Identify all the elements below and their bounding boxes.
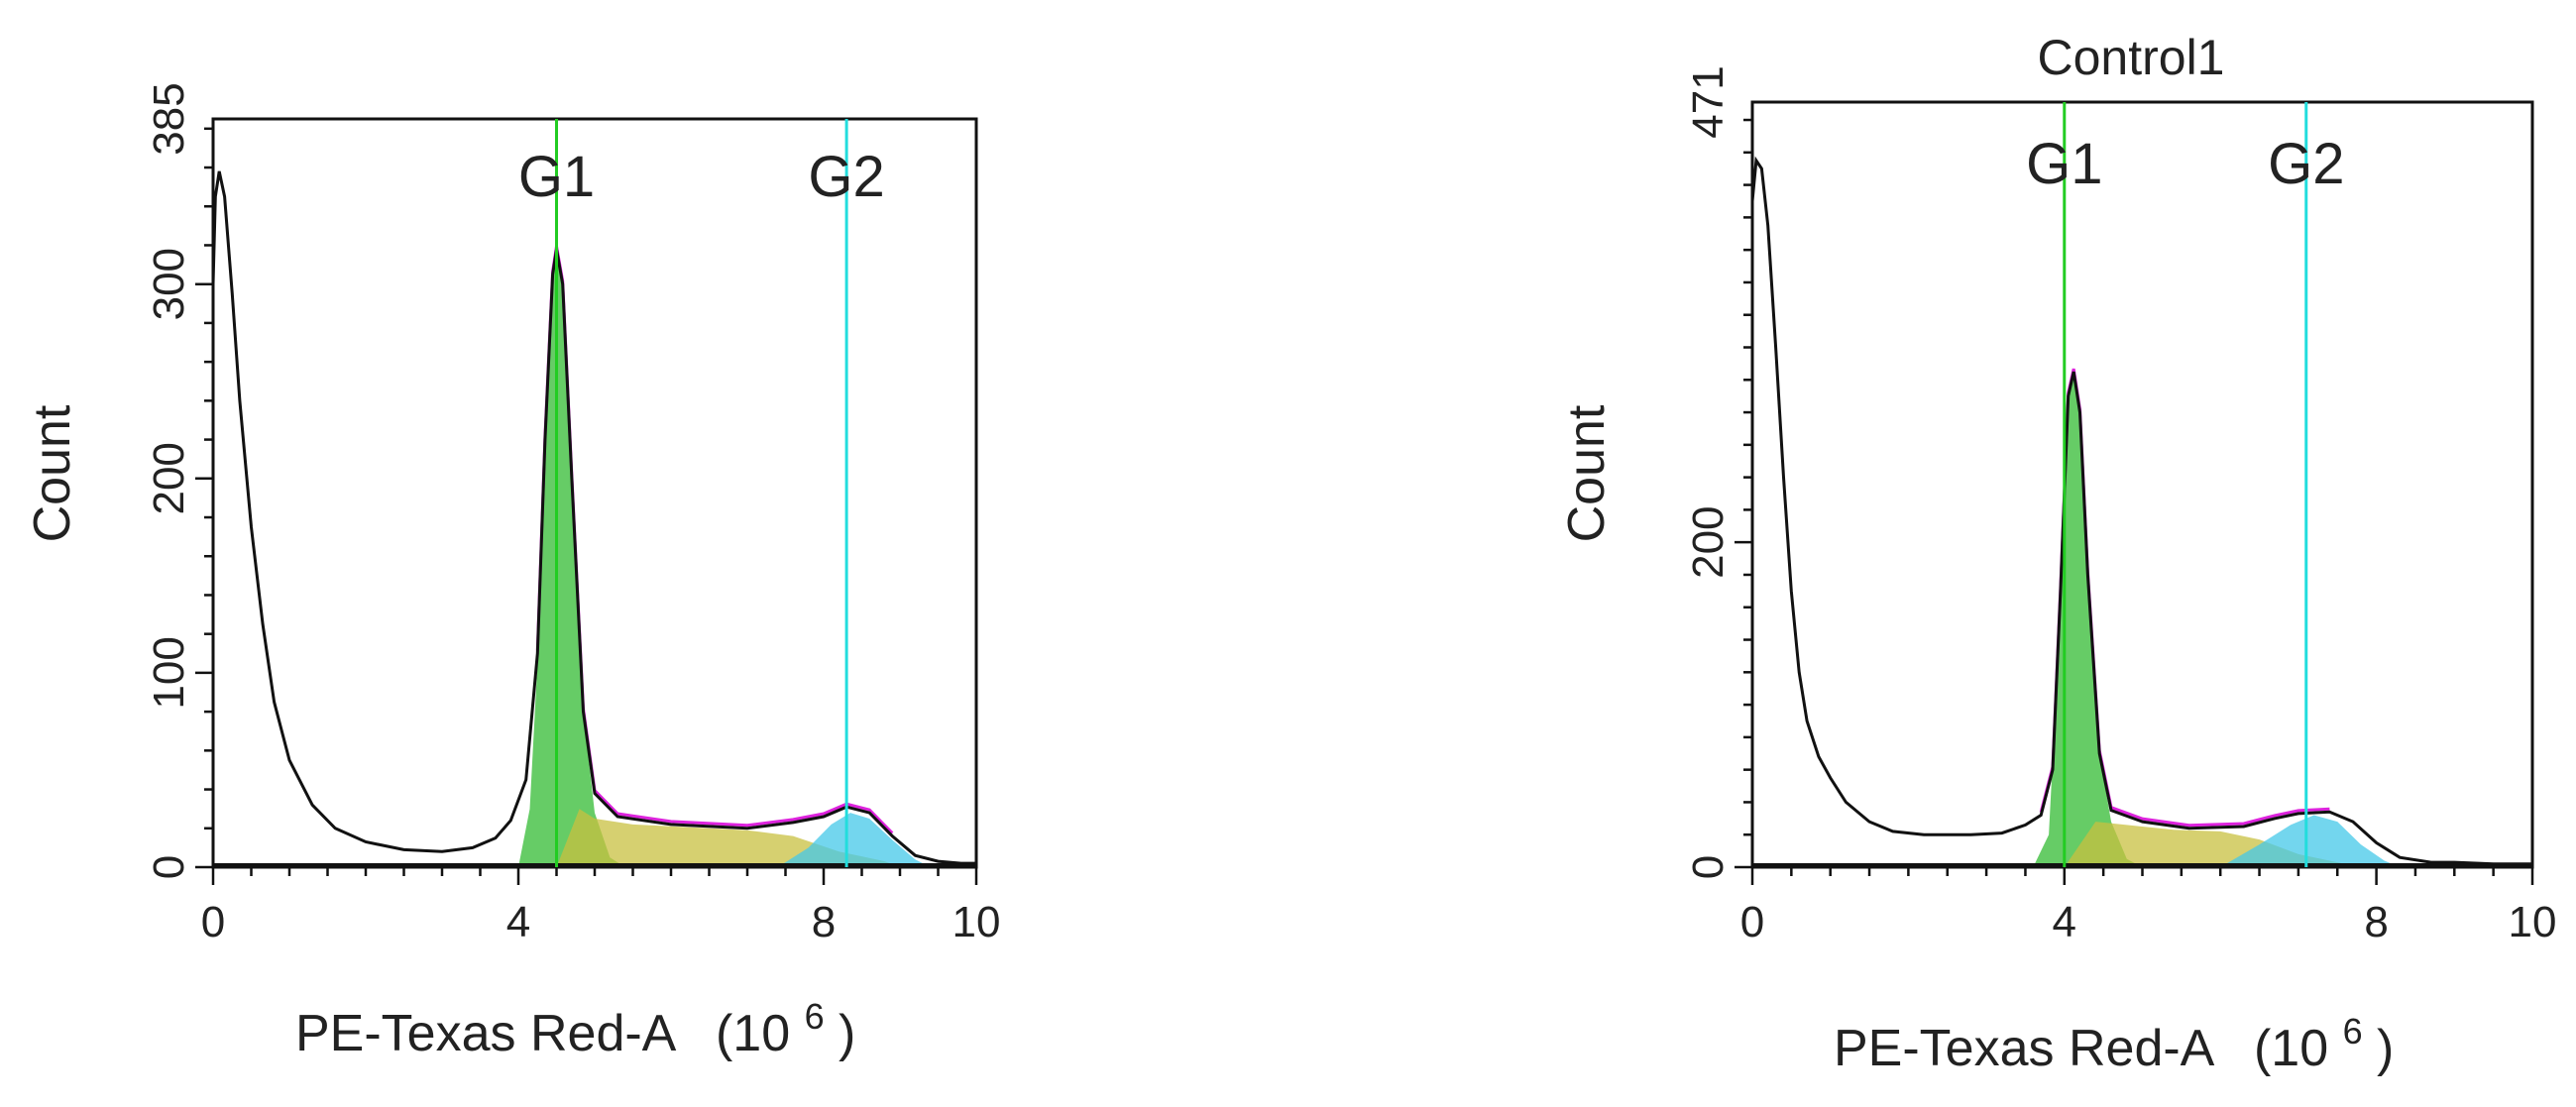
right-g2-peak-area — [2220, 815, 2401, 867]
left-x-axis-unit-base: (10 — [716, 1005, 790, 1062]
left-plot-frame — [211, 117, 978, 869]
right-histogram-line — [1750, 156, 2532, 866]
right-x-axis-unit-base: (10 — [2254, 1020, 2328, 1077]
left-g1-peak-area — [518, 249, 625, 867]
right-g2-marker-label: G2 — [2268, 132, 2344, 196]
left-model-fit-line — [535, 246, 894, 834]
left-x-tick-label: 0 — [201, 898, 225, 946]
right-plot-area: G1 G2 0 4 8 10 0 200 471 — [1684, 65, 2556, 946]
left-x-tick-label: 10 — [952, 898, 1001, 946]
right-x-axis-title: PE-Texas Red-A (10 6 ) — [1834, 998, 2394, 1077]
right-x-tick-label: 10 — [2509, 898, 2557, 946]
right-x-axis-label: PE-Texas Red-A — [1834, 1020, 2215, 1077]
left-x-tick-label: 4 — [506, 898, 530, 946]
right-y-tick-label: 200 — [1684, 505, 1733, 578]
left-x-axis-unit-close: ) — [839, 1005, 855, 1062]
right-g1-peak-area — [2033, 372, 2143, 867]
left-y-axis-title: Count — [24, 404, 81, 542]
left-histogram-line — [211, 170, 976, 865]
right-x-axis-unit-close: ) — [2377, 1020, 2394, 1077]
left-y-tick-label: 200 — [145, 442, 193, 514]
left-y-tick-label: 100 — [145, 636, 193, 709]
right-y-axis-title: Count — [1558, 404, 1616, 542]
left-y-tick-label: 300 — [145, 248, 193, 320]
left-y-tick-label: 385 — [145, 82, 193, 155]
left-y-tick-label: 0 — [145, 855, 193, 879]
right-y-tick-label: 471 — [1684, 65, 1733, 138]
left-g1-marker-label: G1 — [518, 145, 595, 209]
right-histogram-panel: Control1 G1 G2 0 4 8 10 0 200 471 Count PE-Texas… — [1558, 30, 2556, 1077]
right-x-tick-label: 0 — [1740, 898, 1764, 946]
left-x-tick-label: 8 — [812, 898, 836, 946]
left-x-axis-label: PE-Texas Red-A — [295, 1005, 677, 1062]
left-x-axis-unit-exponent: 6 — [805, 996, 825, 1037]
right-x-tick-label: 8 — [2364, 898, 2388, 946]
right-g1-marker-label: G1 — [2026, 132, 2102, 196]
right-x-tick-label: 4 — [2053, 898, 2076, 946]
right-panel-title: Control1 — [2038, 30, 2225, 85]
right-y-tick-label: 0 — [1684, 855, 1733, 879]
right-x-axis-unit-exponent: 6 — [2343, 1011, 2363, 1052]
left-g2-marker-label: G2 — [808, 145, 884, 209]
left-g2-peak-area — [777, 813, 931, 867]
right-plot-frame — [1750, 100, 2534, 869]
left-x-axis-title: PE-Texas Red-A (10 6 ) — [295, 983, 855, 1062]
